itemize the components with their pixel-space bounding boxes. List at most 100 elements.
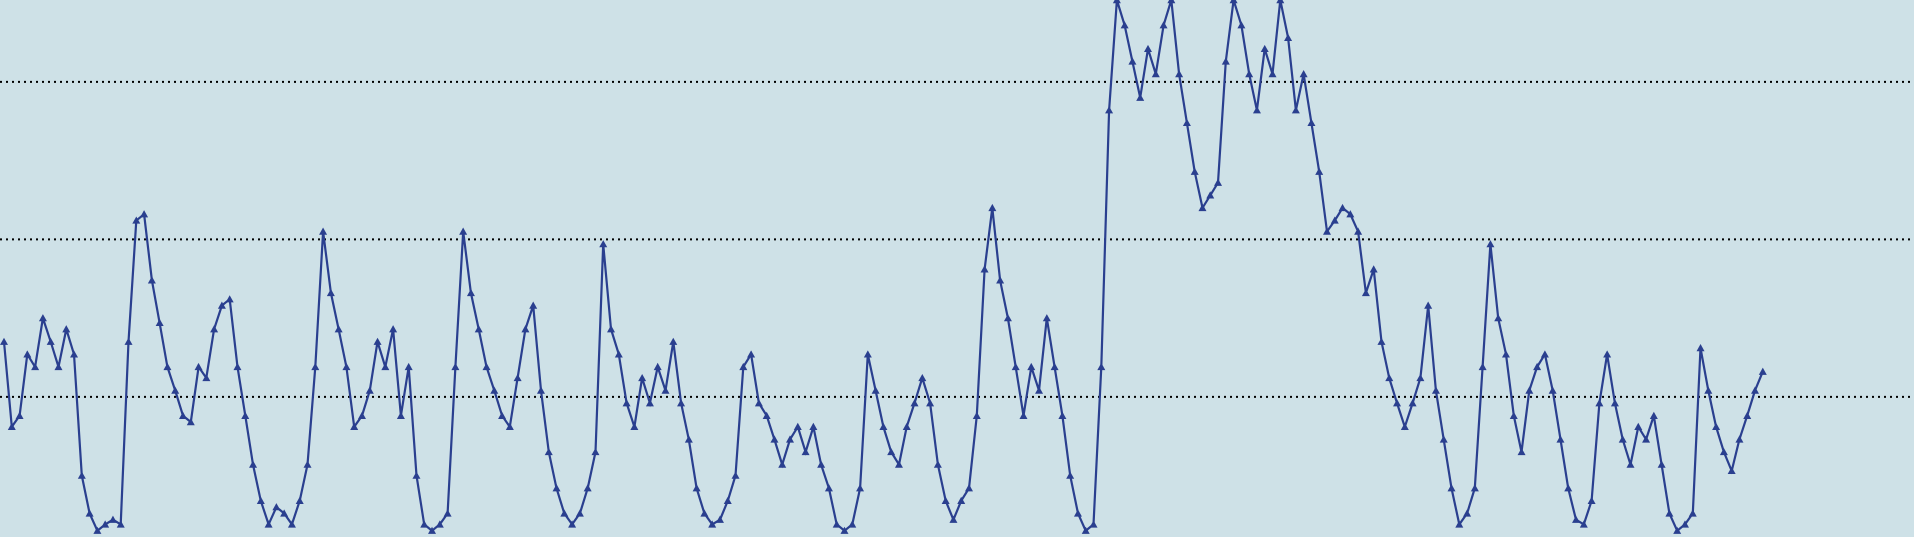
data-marker [1136,93,1145,101]
data-marker [1416,373,1425,382]
data-marker [1486,240,1495,248]
data-marker [163,362,172,371]
data-marker [85,509,94,517]
data-marker [342,362,351,371]
data-marker [194,362,203,371]
data-marker [669,337,678,345]
data-marker [521,325,530,333]
data-marker [980,265,989,273]
data-marker [1081,526,1090,534]
data-marker [879,422,888,430]
data-marker [1346,210,1355,218]
data-marker [451,362,460,371]
data-marker [1268,70,1277,78]
data-marker [1276,0,1285,4]
data-marker [1073,509,1082,517]
data-marker [1315,167,1324,175]
data-marker [622,399,631,407]
data-marker [326,288,335,297]
data-marker [933,460,942,468]
data-marker [801,447,810,456]
data-marker [1221,57,1230,65]
data-marker [972,411,981,419]
data-marker [778,460,787,468]
data-marker [1470,484,1479,492]
data-marker [202,373,211,382]
data-marker [575,509,584,517]
data-marker [677,399,686,407]
data-marker [1680,520,1689,528]
data-marker [1042,314,1051,322]
data-marker [23,350,32,358]
data-marker [1089,520,1098,528]
data-marker [1579,520,1588,528]
data-marker [1587,496,1596,504]
data-marker [1035,386,1044,394]
data-marker [910,399,919,407]
data-marker [334,325,343,333]
data-marker [389,325,398,333]
data-marker [1626,460,1635,468]
data-marker [988,203,997,212]
data-marker [918,373,927,382]
data-marker [708,520,717,528]
data-marker [941,496,950,504]
data-marker [101,520,110,528]
data-marker [1175,70,1184,78]
data-marker [1634,422,1643,430]
data-marker [225,295,234,303]
data-marker [1455,520,1464,528]
data-marker [357,411,366,419]
data-marker [186,418,195,426]
data-marker [311,362,320,371]
data-marker [1478,362,1487,371]
data-marker [692,484,701,492]
data-marker [1595,399,1604,407]
data-marker [599,240,608,248]
data-marker [1393,399,1402,407]
data-marker [902,422,911,430]
data-marker [1400,422,1409,430]
data-marker [210,325,219,333]
data-marker [62,325,71,333]
data-marker [1105,106,1114,114]
data-marker [295,496,304,504]
data-marker [1509,411,1518,419]
data-marker [116,520,125,528]
data-marker [0,337,8,345]
data-marker [1182,118,1191,127]
data-marker [132,216,141,224]
data-marker [715,515,724,523]
data-marker [700,509,709,517]
data-marker [1696,344,1705,352]
data-marker [171,386,180,394]
data-marker [786,435,795,443]
data-marker [396,411,405,419]
data-marker [747,350,756,358]
data-marker [1322,227,1331,235]
data-marker [272,503,281,511]
data-marker [1066,471,1075,479]
data-marker [856,484,865,492]
data-marker [7,422,16,430]
data-marker [435,520,444,528]
data-marker [817,460,826,468]
data-marker [1003,314,1012,322]
data-marker [614,350,623,358]
data-marker [155,318,164,327]
data-marker [1229,0,1238,4]
data-marker [1167,0,1176,4]
data-marker [1097,362,1106,371]
data-marker [1330,216,1339,224]
data-marker [996,276,1005,284]
data-marker [645,399,654,407]
data-marker [256,496,265,504]
data-marker [108,515,117,523]
data-marker [1517,447,1526,456]
data-marker [793,422,802,430]
data-marker [1642,435,1651,443]
data-marker [731,471,740,479]
data-marker [949,515,958,523]
data-marker [1369,265,1378,273]
